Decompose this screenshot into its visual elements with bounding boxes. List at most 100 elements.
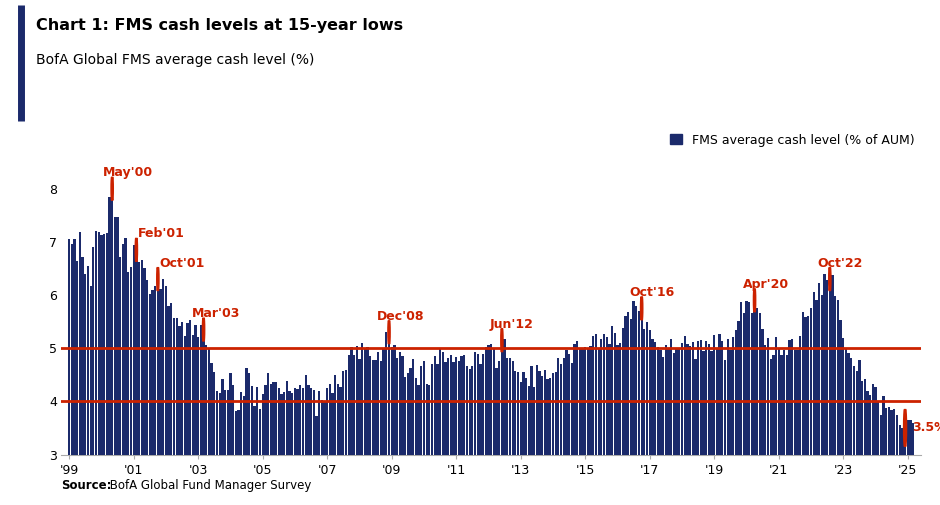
Bar [555, 372, 556, 454]
Bar [479, 364, 481, 454]
Bar [582, 349, 584, 454]
Bar [377, 352, 380, 454]
Bar [229, 373, 231, 454]
Bar [82, 257, 84, 454]
Bar [619, 343, 621, 454]
Bar [273, 382, 274, 454]
Bar [557, 359, 559, 454]
Bar [202, 330, 205, 454]
Bar [313, 389, 315, 454]
Bar [471, 366, 474, 454]
Text: May'00: May'00 [102, 166, 153, 179]
Bar [584, 346, 587, 454]
Text: Oct'01: Oct'01 [159, 257, 205, 270]
Bar [352, 355, 355, 454]
Bar [501, 340, 503, 454]
Bar [603, 334, 605, 454]
Bar [195, 325, 196, 454]
Bar [68, 239, 70, 454]
Bar [415, 378, 417, 454]
Legend: FMS average cash level (% of AUM): FMS average cash level (% of AUM) [670, 133, 915, 146]
Bar [197, 337, 199, 454]
Bar [326, 388, 328, 454]
Bar [323, 400, 325, 454]
Bar [119, 257, 121, 454]
Bar [114, 217, 116, 454]
Bar [546, 379, 549, 454]
Bar [270, 384, 272, 454]
Bar [348, 355, 350, 454]
Bar [737, 321, 740, 454]
Bar [754, 300, 756, 454]
Bar [858, 360, 860, 454]
Bar [845, 349, 847, 454]
Bar [901, 428, 903, 455]
Bar [105, 233, 108, 454]
Bar [511, 361, 514, 454]
Bar [95, 231, 97, 454]
Bar [909, 420, 912, 454]
Text: Jun'12: Jun'12 [490, 318, 534, 331]
Bar [227, 390, 228, 454]
Bar [887, 408, 890, 454]
Bar [318, 391, 321, 454]
Bar [180, 322, 183, 454]
Bar [458, 361, 460, 454]
Text: Apr'20: Apr'20 [743, 278, 789, 291]
Bar [243, 396, 245, 454]
Bar [280, 394, 283, 454]
Bar [885, 409, 887, 454]
Bar [302, 388, 305, 454]
Bar [708, 344, 710, 454]
Bar [154, 286, 156, 454]
Bar [305, 375, 306, 454]
Bar [449, 356, 452, 454]
Bar [571, 363, 572, 454]
Bar [855, 371, 858, 454]
Bar [514, 371, 516, 454]
Bar [321, 400, 323, 454]
Bar [442, 352, 444, 454]
Bar [818, 283, 821, 454]
Bar [525, 378, 527, 454]
Bar [162, 279, 164, 454]
Bar [257, 386, 258, 454]
Bar [369, 357, 371, 454]
Bar [611, 326, 613, 454]
Bar [826, 280, 828, 454]
Bar [740, 302, 743, 454]
Bar [565, 349, 568, 454]
Bar [665, 345, 667, 454]
Bar [235, 411, 237, 455]
Bar [339, 387, 342, 454]
Bar [124, 238, 127, 454]
Text: BofA Global FMS average cash level (%): BofA Global FMS average cash level (%) [36, 53, 314, 67]
Bar [477, 354, 478, 454]
Bar [141, 261, 143, 454]
Bar [673, 353, 675, 455]
Bar [412, 359, 415, 454]
Bar [533, 387, 535, 454]
Bar [371, 360, 374, 454]
Bar [904, 428, 906, 455]
Bar [568, 355, 571, 454]
Bar [498, 361, 500, 454]
Bar [756, 309, 759, 454]
Bar [238, 410, 240, 454]
Bar [527, 386, 530, 454]
Bar [133, 245, 134, 454]
Bar [108, 197, 111, 454]
Bar [699, 340, 702, 454]
Bar [651, 339, 653, 454]
Bar [245, 368, 248, 454]
Bar [258, 409, 261, 454]
Bar [429, 385, 431, 454]
Bar [536, 365, 538, 454]
Bar [777, 349, 780, 454]
Bar [482, 354, 484, 454]
Bar [837, 300, 839, 454]
Bar [164, 286, 167, 454]
Bar [495, 368, 497, 454]
Bar [176, 318, 178, 454]
Bar [764, 344, 766, 454]
